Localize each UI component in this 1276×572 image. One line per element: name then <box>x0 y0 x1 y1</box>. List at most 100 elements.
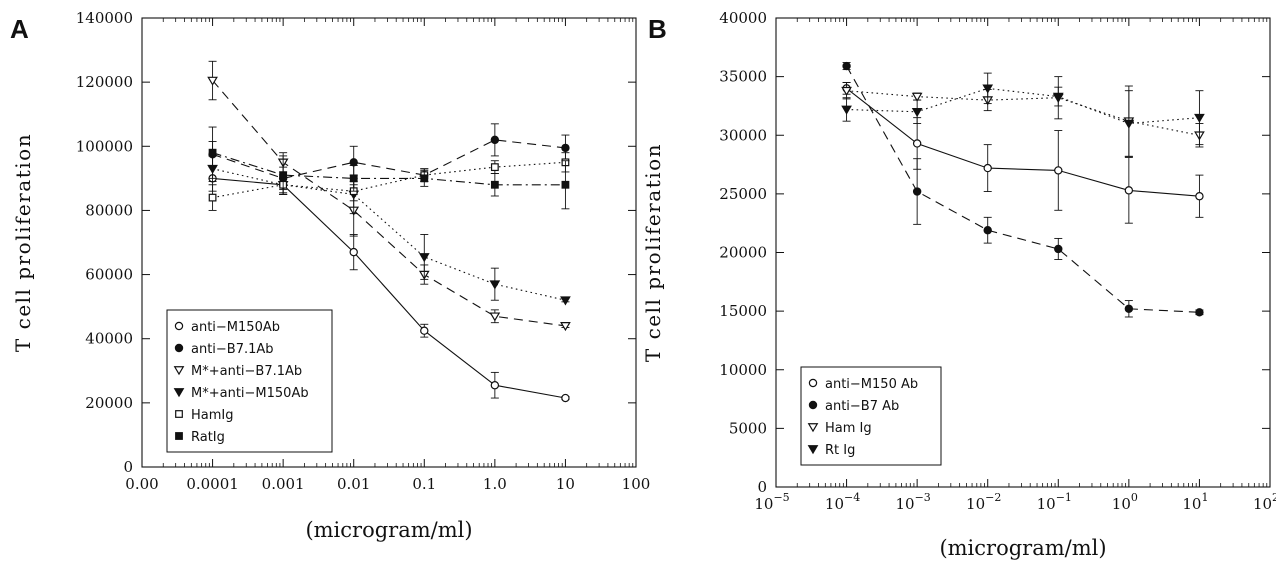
legend-box <box>166 309 333 453</box>
x-tick-label: 0.00 <box>125 475 158 493</box>
legend: anti−M150Ab anti−B7.1Ab M*+anti−B7.1Ab M*+a… <box>166 309 333 453</box>
x-tick-base: 10 <box>754 495 773 513</box>
x-tick-label: 10−4 <box>825 491 860 513</box>
series-anti-m150-ab <box>842 82 1204 224</box>
y-tick-label: 60000 <box>85 266 133 284</box>
x-tick-base: 10 <box>1253 495 1272 513</box>
data-point <box>561 180 570 189</box>
panel-label: A <box>10 14 29 44</box>
series-line <box>846 87 1200 125</box>
data-point <box>420 326 429 335</box>
legend-entry: anti−B7 Ab <box>825 399 899 414</box>
y-tick-label: 40000 <box>719 9 767 27</box>
series-ratig <box>208 126 570 210</box>
series-anti-b7-ab <box>842 61 1204 318</box>
panel-label: B <box>648 14 667 44</box>
legend-entry: anti−B7.1Ab <box>191 342 274 357</box>
legend-entry: anti−M150 Ab <box>825 377 918 392</box>
data-point <box>1194 113 1205 123</box>
x-tick-exponent: −2 <box>985 491 1001 504</box>
legend-marker <box>174 343 184 353</box>
y-tick-label: 140000 <box>76 9 133 27</box>
series-m-anti-b7-1ab <box>207 60 571 332</box>
legend-marker <box>173 388 185 398</box>
y-tick-label: 20000 <box>85 394 133 412</box>
data-point <box>841 105 852 115</box>
data-point <box>208 148 217 157</box>
legend-marker <box>808 400 818 410</box>
x-axis-label: (microgram/ml) <box>305 518 472 542</box>
legend-marker <box>174 321 184 331</box>
series-ham-ig <box>841 76 1205 157</box>
series-hamig <box>208 152 570 211</box>
data-point <box>1052 92 1064 102</box>
x-tick-label: 100 <box>1112 491 1138 513</box>
y-tick-label: 80000 <box>85 201 133 219</box>
y-tick-label: 10000 <box>719 361 767 379</box>
data-point <box>982 84 994 94</box>
data-point <box>490 163 499 172</box>
x-tick-label: 10−1 <box>1037 491 1072 513</box>
legend-marker <box>173 366 185 376</box>
y-tick-label: 40000 <box>85 330 133 348</box>
x-tick-label: 102 <box>1253 491 1276 513</box>
x-tick-exponent: −4 <box>844 491 860 504</box>
data-point <box>983 163 992 173</box>
y-tick-label: 100000 <box>76 137 133 155</box>
data-point <box>911 107 923 118</box>
data-point <box>489 280 501 290</box>
data-point <box>561 393 570 403</box>
y-tick-label: 0 <box>123 458 133 476</box>
legend-entry: HamIg <box>191 408 234 423</box>
x-tick-exponent: 2 <box>1272 491 1276 504</box>
y-tick-label: 35000 <box>719 68 767 86</box>
series-rt-ig <box>841 72 1205 157</box>
y-tick-label: 25000 <box>719 185 767 203</box>
y-tick-label: 20000 <box>719 244 767 262</box>
x-tick-label: 0.0001 <box>186 475 239 493</box>
series-line <box>846 90 1200 136</box>
data-point <box>1054 244 1063 254</box>
y-axis-label: T cell proliferation <box>11 133 35 352</box>
x-tick-label: 10−5 <box>754 491 789 513</box>
series-line <box>212 177 566 399</box>
series-line <box>846 65 1200 313</box>
data-point <box>349 174 358 183</box>
x-tick-base: 10 <box>895 495 914 513</box>
y-tick-label: 5000 <box>729 419 767 437</box>
x-tick-base: 10 <box>1182 495 1201 513</box>
x-tick-label: 10−3 <box>895 491 930 513</box>
x-tick-label: 101 <box>1182 491 1208 513</box>
legend-box <box>800 366 942 466</box>
data-point <box>1195 192 1204 201</box>
series-line <box>212 139 566 179</box>
data-point <box>912 139 922 148</box>
y-tick-label: 0 <box>757 478 767 496</box>
x-tick-exponent: 0 <box>1131 491 1138 504</box>
data-point <box>349 247 358 257</box>
data-point <box>420 174 429 183</box>
data-point <box>349 158 358 167</box>
legend-marker <box>175 410 183 418</box>
legend-marker <box>808 378 818 388</box>
y-tick-label: 30000 <box>719 126 767 144</box>
x-tick-exponent: −1 <box>1056 491 1072 504</box>
data-point <box>489 312 501 322</box>
x-tick-label: 0.001 <box>262 475 305 493</box>
data-point <box>912 187 922 196</box>
legend-marker <box>807 445 819 455</box>
series-line <box>212 80 566 327</box>
series-line <box>846 87 1200 197</box>
legend-marker <box>807 423 819 433</box>
legend-entry: Ham Ig <box>825 421 872 436</box>
x-tick-label: 10−2 <box>966 491 1001 513</box>
data-point <box>490 180 499 189</box>
x-tick-label: 1.0 <box>483 475 507 493</box>
series-line <box>212 161 566 199</box>
data-point <box>208 193 217 202</box>
legend-entry: RatIg <box>191 430 225 445</box>
data-point <box>490 381 500 390</box>
chart-panel-a: A 0 20000 40000 60000 80000 100000 120000 140000… <box>10 9 650 542</box>
data-point <box>490 135 500 145</box>
